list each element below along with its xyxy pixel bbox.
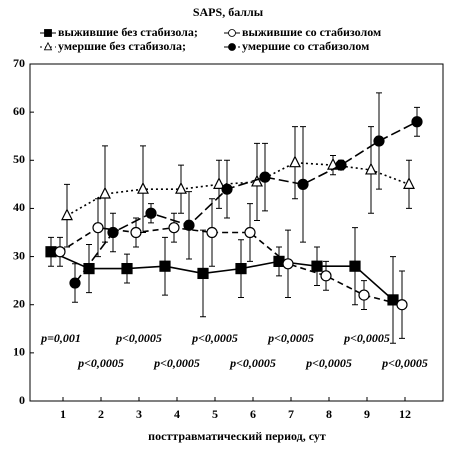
marker [137,181,149,194]
x-tick-label: 8 [326,407,332,421]
marker [289,155,301,168]
marker [228,43,236,51]
x-tick-label: 9 [364,407,370,421]
marker [197,267,209,280]
marker [121,263,133,275]
marker [206,226,218,239]
y-tick-label: 10 [13,345,25,359]
y-tick-label: 50 [13,152,25,166]
marker [61,208,73,221]
marker [273,255,285,267]
marker [387,294,399,306]
marker [130,226,142,239]
marker [282,258,294,270]
marker [259,171,271,183]
marker [349,260,361,272]
marker [335,159,347,171]
marker [107,226,119,239]
marker [244,226,256,239]
marker [54,246,66,258]
marker [183,219,195,231]
annotation: p<0,0005 [381,356,428,370]
annotation: p<0,0005 [153,356,200,370]
x-tick-label: 7 [288,407,294,421]
x-tick-label: 4 [174,407,180,421]
x-tick-label: 1 [60,407,66,421]
marker [411,116,423,128]
y-tick-label: 60 [13,104,25,118]
y-tick-label: 40 [13,200,25,214]
annotation: p<0,0005 [267,331,314,345]
x-tick-label: 5 [212,407,218,421]
annotation: p<0,0005 [191,331,238,345]
y-tick-label: 20 [13,296,25,310]
annotation: p<0,0005 [305,356,352,370]
marker [213,177,225,189]
marker [396,299,408,311]
series-line [50,251,394,301]
legend-label: умершие без стабизола; [58,39,186,53]
legend-label: умершие со стабизолом [242,39,369,53]
y-tick-label: 30 [13,248,25,262]
plot-frame [29,63,444,402]
marker [297,178,309,190]
annotation: p<0,0005 [343,331,390,345]
marker [92,222,104,234]
x-tick-label: 3 [136,407,142,421]
marker [403,177,415,189]
marker [44,29,52,37]
marker [221,183,233,195]
marker [99,186,111,199]
legend-label: выжившие без стабизола; [58,25,198,39]
marker [168,222,180,234]
marker [311,260,323,272]
marker [69,277,81,289]
marker [228,29,236,37]
x-tick-label: 6 [250,407,256,421]
series-line [74,121,418,284]
y-tick-label: 70 [13,56,25,70]
chart-title: SAPS, баллы [193,5,264,19]
marker [43,41,53,51]
marker [365,162,377,175]
annotation: p<0,0005 [77,356,124,370]
marker [358,289,370,301]
annotation: p<0,0005 [115,331,162,345]
x-axis-label: посттравматический период, сут [148,429,326,443]
series-line [66,161,410,217]
annotation: p=0,001 [40,331,81,345]
marker [235,263,247,275]
marker [145,207,157,219]
marker [175,181,187,194]
x-tick-label: 12 [399,407,411,421]
y-tick-label: 0 [19,393,25,407]
marker [159,260,171,272]
legend-label: выжившие со стабизолом [242,25,381,39]
x-tick-label: 2 [98,407,104,421]
annotation: p<0,0005 [229,356,276,370]
marker [373,135,385,147]
marker [320,270,332,282]
